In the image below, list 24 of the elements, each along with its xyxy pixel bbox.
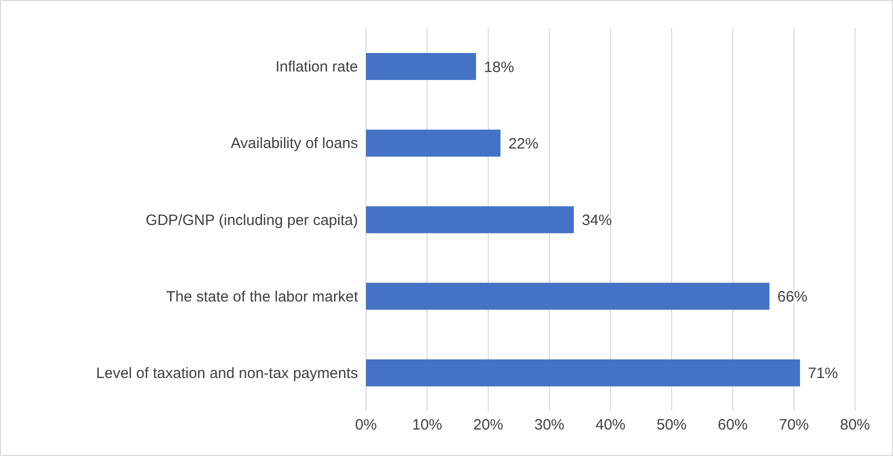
y-tick-label: Inflation rate — [275, 58, 358, 76]
y-tick-label: GDP/GNP (including per capita) — [146, 212, 358, 229]
bar — [366, 359, 800, 386]
x-tick-label: 80% — [840, 416, 870, 434]
x-tick-label: 0% — [355, 416, 377, 434]
data-label: 66% — [777, 288, 808, 306]
x-tick-label: 50% — [656, 416, 687, 434]
data-label: 22% — [508, 135, 539, 152]
data-label: 18% — [484, 58, 514, 76]
y-tick-label: The state of the labor market — [166, 288, 359, 306]
x-tick-label: 60% — [718, 416, 748, 434]
bar — [366, 282, 770, 310]
x-tick-label: 40% — [595, 416, 626, 434]
bar — [366, 206, 574, 234]
x-tick-label: 10% — [412, 416, 442, 434]
x-tick-label: 20% — [473, 416, 504, 434]
x-tick-label: 70% — [778, 416, 809, 434]
y-tick-label: Availability of loans — [230, 135, 358, 152]
data-label: 34% — [582, 212, 612, 230]
bar — [366, 130, 500, 157]
y-tick-label: Level of taxation and non-tax payments — [96, 365, 358, 382]
data-label: 71% — [808, 365, 838, 382]
bar — [366, 53, 476, 80]
x-tick-label: 30% — [534, 416, 564, 434]
